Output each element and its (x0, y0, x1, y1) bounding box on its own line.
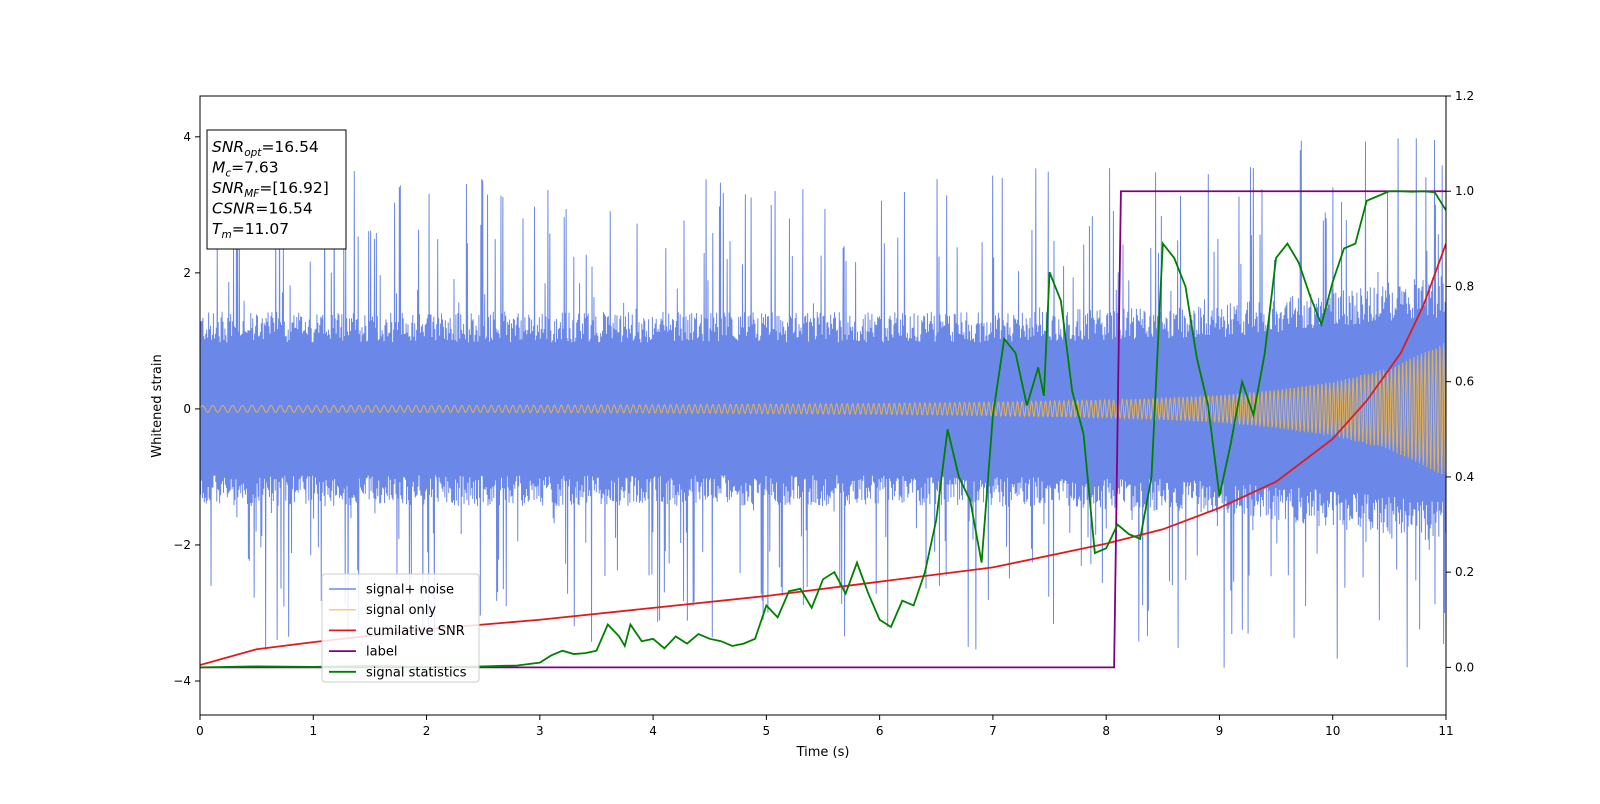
y2-tick-label: 1.2 (1455, 89, 1474, 103)
plot-frame (199, 95, 1447, 716)
x-tick-label: 3 (536, 724, 544, 738)
y2-tick-label: 0.8 (1455, 279, 1474, 293)
y-tick-label: −2 (173, 538, 191, 552)
legend-label: cumilative SNR (366, 624, 465, 639)
annotation-line: Mc=7.63 (212, 159, 279, 180)
legend-label: label (366, 645, 397, 660)
y-tick-label: 2 (183, 266, 191, 280)
x-tick-label: 7 (989, 724, 997, 738)
y2-tick-label: 0.4 (1455, 470, 1474, 484)
series-label (200, 190, 1446, 669)
x-tick-label: 10 (1325, 724, 1340, 738)
x-tick-label: 8 (1102, 724, 1110, 738)
series-signal-statistics (200, 190, 1446, 669)
y-axis-right: 0.0 0.2 0.4 0.6 0.8 1.0 1.2 (1446, 89, 1474, 674)
annotation-line: SNRMF=[16.92] (212, 179, 329, 200)
annotation-line: CSNR=16.54 (212, 200, 313, 218)
x-tick-label: 9 (1216, 724, 1224, 738)
legend: signal+ noise signal only cumilative SNR la… (321, 573, 480, 683)
x-tick-label: 4 (649, 724, 657, 738)
x-axis-label: Time (s) (796, 745, 850, 760)
y2-tick-label: 0.0 (1455, 660, 1474, 674)
y-axis-left: −4 −2 0 2 4 (173, 130, 200, 688)
x-axis: 0 1 2 3 4 5 6 7 8 9 10 11 (196, 715, 1454, 738)
x-tick-label: 0 (196, 724, 204, 738)
annotation-line: SNRopt=16.54 (212, 138, 319, 159)
legend-label: signal+ noise (366, 583, 454, 598)
y2-tick-label: 1.0 (1455, 184, 1474, 198)
y2-tick-label: 0.2 (1455, 565, 1474, 579)
x-tick-label: 1 (309, 724, 317, 738)
annotation-box: SNRopt=16.54Mc=7.63SNRMF=[16.92]CSNR=16.… (206, 129, 347, 250)
y-axis-label: Whitened strain (150, 354, 165, 457)
x-tick-label: 6 (876, 724, 884, 738)
y-tick-label: 4 (183, 130, 191, 144)
y2-tick-label: 0.6 (1455, 375, 1474, 389)
y-tick-label: −4 (173, 674, 191, 688)
x-tick-label: 5 (763, 724, 771, 738)
series-signal-noise (200, 138, 1446, 668)
annotation-line: Tm=11.07 (212, 220, 289, 241)
legend-label: signal only (366, 603, 436, 618)
y-tick-label: 0 (183, 402, 191, 416)
x-tick-label: 2 (423, 724, 431, 738)
x-tick-label: 11 (1438, 724, 1453, 738)
legend-label: signal statistics (366, 665, 467, 680)
